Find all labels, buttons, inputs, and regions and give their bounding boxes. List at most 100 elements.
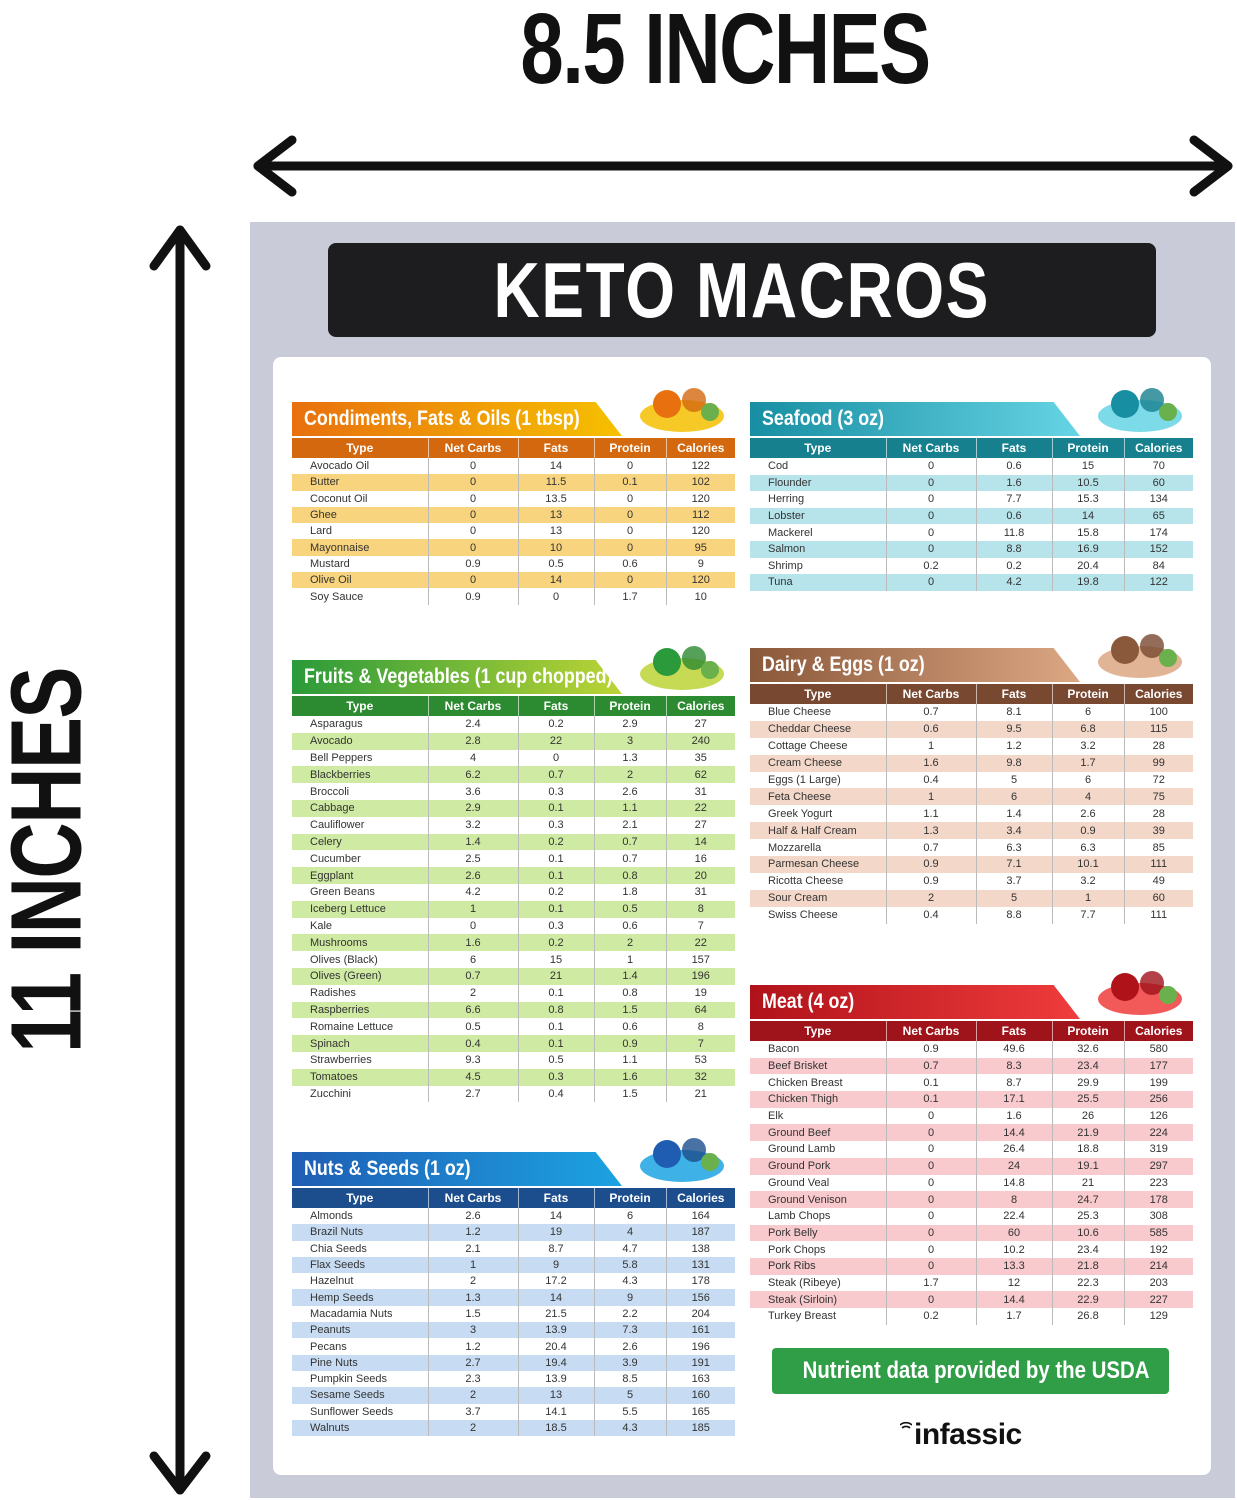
macro-value: 95	[665, 539, 735, 556]
macro-value: 156	[665, 1289, 735, 1306]
macro-value: 7.7	[1051, 906, 1124, 924]
macro-value: 2.6	[593, 1338, 666, 1355]
macro-value: 84	[1123, 557, 1193, 575]
macro-value: 10.5	[1051, 474, 1124, 492]
macro-value: 203	[1123, 1274, 1193, 1292]
food-name: Avocado Oil	[310, 460, 370, 473]
macro-value: 0	[885, 1291, 976, 1308]
macro-value: 1.3	[593, 749, 666, 767]
macro-value: 2	[593, 934, 666, 952]
macro-value: 0.7	[885, 704, 976, 721]
macro-value: 5	[975, 889, 1052, 907]
macro-value: 1	[593, 951, 666, 968]
macro-value: 19	[517, 1224, 594, 1241]
macro-value: 126	[1123, 1107, 1193, 1125]
macro-value: 0.1	[517, 850, 594, 868]
macro-value: 227	[1123, 1291, 1193, 1308]
table-row: Coconut Oil 0 13.5 0 120	[292, 490, 735, 507]
column-header: Net Carbs	[885, 684, 976, 704]
wifi-icon	[900, 1421, 912, 1429]
table-row: Broccoli 3.6 0.3 2.6 31	[292, 783, 735, 800]
macro-value: 111	[1123, 856, 1193, 873]
food-name: Pork Chops	[768, 1243, 826, 1256]
table-row: Steak (Ribeye) 1.7 12 22.3 203	[750, 1274, 1193, 1292]
macro-value: 0.5	[517, 1051, 594, 1069]
macro-value: 1.6	[593, 1068, 666, 1086]
food-name: Eggs (1 Large)	[768, 774, 841, 786]
food-name: Celery	[310, 835, 342, 848]
macro-value: 177	[1123, 1057, 1193, 1075]
food-name: Eggplant	[310, 869, 354, 882]
cheese-milk-eggs-icon	[1090, 610, 1190, 687]
macro-value: 0	[885, 474, 976, 492]
table-row: Walnuts 2 18.5 4.3 185	[292, 1419, 735, 1437]
macro-value: 6.2	[427, 766, 518, 784]
macro-value: 0	[885, 574, 976, 591]
macro-value: 1.6	[975, 474, 1052, 492]
arrow-head-right	[1189, 135, 1233, 197]
arrow-head-up	[149, 225, 211, 271]
macro-value: 0.2	[517, 716, 594, 733]
macro-value: 1.5	[593, 1085, 666, 1103]
macro-value: 13	[517, 1387, 594, 1404]
brand-logo: infassic	[900, 1418, 1022, 1452]
food-name: Cheddar Cheese	[768, 723, 852, 736]
table-row: Butter 0 11.5 0.1 102	[292, 474, 735, 491]
food-name: Pumpkin Seeds	[310, 1373, 388, 1386]
food-name: Cottage Cheese	[768, 740, 848, 753]
macro-value: 4.2	[427, 883, 518, 901]
table-row: Raspberries 6.6 0.8 1.5 64	[292, 1001, 735, 1019]
column-header: Fats	[517, 438, 594, 458]
food-name: Parmesan Cheese	[768, 858, 860, 871]
macro-value: 0.5	[593, 900, 666, 918]
macro-value: 2	[427, 1387, 518, 1404]
macro-value: 2.6	[427, 867, 518, 884]
macro-value: 0.9	[885, 856, 976, 873]
food-name: Chicken Breast	[768, 1076, 843, 1089]
macro-value: 13	[517, 506, 594, 524]
macro-value: 0	[885, 1241, 976, 1258]
table-row: Beef Brisket 0.7 8.3 23.4 177	[750, 1057, 1193, 1075]
macro-value: 0	[885, 1191, 976, 1208]
food-name: Walnuts	[310, 1422, 350, 1434]
table-row: Cod 0 0.6 15 70	[750, 458, 1193, 475]
macro-value: 22.4	[975, 1207, 1052, 1225]
macro-value: 165	[665, 1403, 735, 1420]
food-name: Ground Veal	[768, 1176, 830, 1189]
table-row: Steak (Sirloin) 0 14.4 22.9 227	[750, 1291, 1193, 1308]
table-row: Greek Yogurt 1.1 1.4 2.6 28	[750, 805, 1193, 823]
macro-value: 3.2	[1051, 737, 1124, 755]
macro-value: 308	[1123, 1207, 1193, 1225]
macro-value: 21	[1051, 1174, 1124, 1192]
table-row: Lamb Chops 0 22.4 25.3 308	[750, 1207, 1193, 1225]
macro-value: 0.1	[885, 1091, 976, 1108]
food-name: Macadamia Nuts	[310, 1307, 393, 1320]
macro-value: 100	[1123, 704, 1193, 721]
section-meat: Meat (4 oz) Type Net Carbs Fats Protein Calor…	[750, 971, 1193, 1325]
macro-value: 585	[1123, 1224, 1193, 1242]
macro-value: 64	[665, 1001, 735, 1019]
food-name: Lobster	[768, 510, 805, 523]
macro-value: 22	[665, 799, 735, 817]
table-row: Flounder 0 1.6 10.5 60	[750, 474, 1193, 492]
macro-value: 178	[665, 1273, 735, 1290]
macro-value: 1.1	[593, 799, 666, 817]
macro-value: 1.6	[975, 1107, 1052, 1125]
table-row: Elk 0 1.6 26 126	[750, 1107, 1193, 1125]
macro-value: 0.7	[885, 1057, 976, 1075]
macro-value: 102	[665, 474, 735, 491]
column-header: Calories	[665, 1188, 735, 1208]
macro-value: 21.8	[1051, 1257, 1124, 1275]
table-row: Chicken Breast 0.1 8.7 29.9 199	[750, 1074, 1193, 1092]
vegetables-basket-icon	[632, 622, 732, 699]
table-row: Pork Chops 0 10.2 23.4 192	[750, 1241, 1193, 1258]
macro-value: 10.1	[1051, 856, 1124, 873]
macro-value: 0.1	[517, 1018, 594, 1036]
macro-value: 14	[517, 1208, 594, 1225]
macro-value: 122	[665, 458, 735, 475]
food-name: Olive Oil	[310, 574, 352, 587]
macro-value: 163	[665, 1370, 735, 1388]
macro-value: 8	[665, 1018, 735, 1036]
table-row: Salmon 0 8.8 16.9 152	[750, 540, 1193, 558]
macro-value: 13.9	[517, 1370, 594, 1388]
